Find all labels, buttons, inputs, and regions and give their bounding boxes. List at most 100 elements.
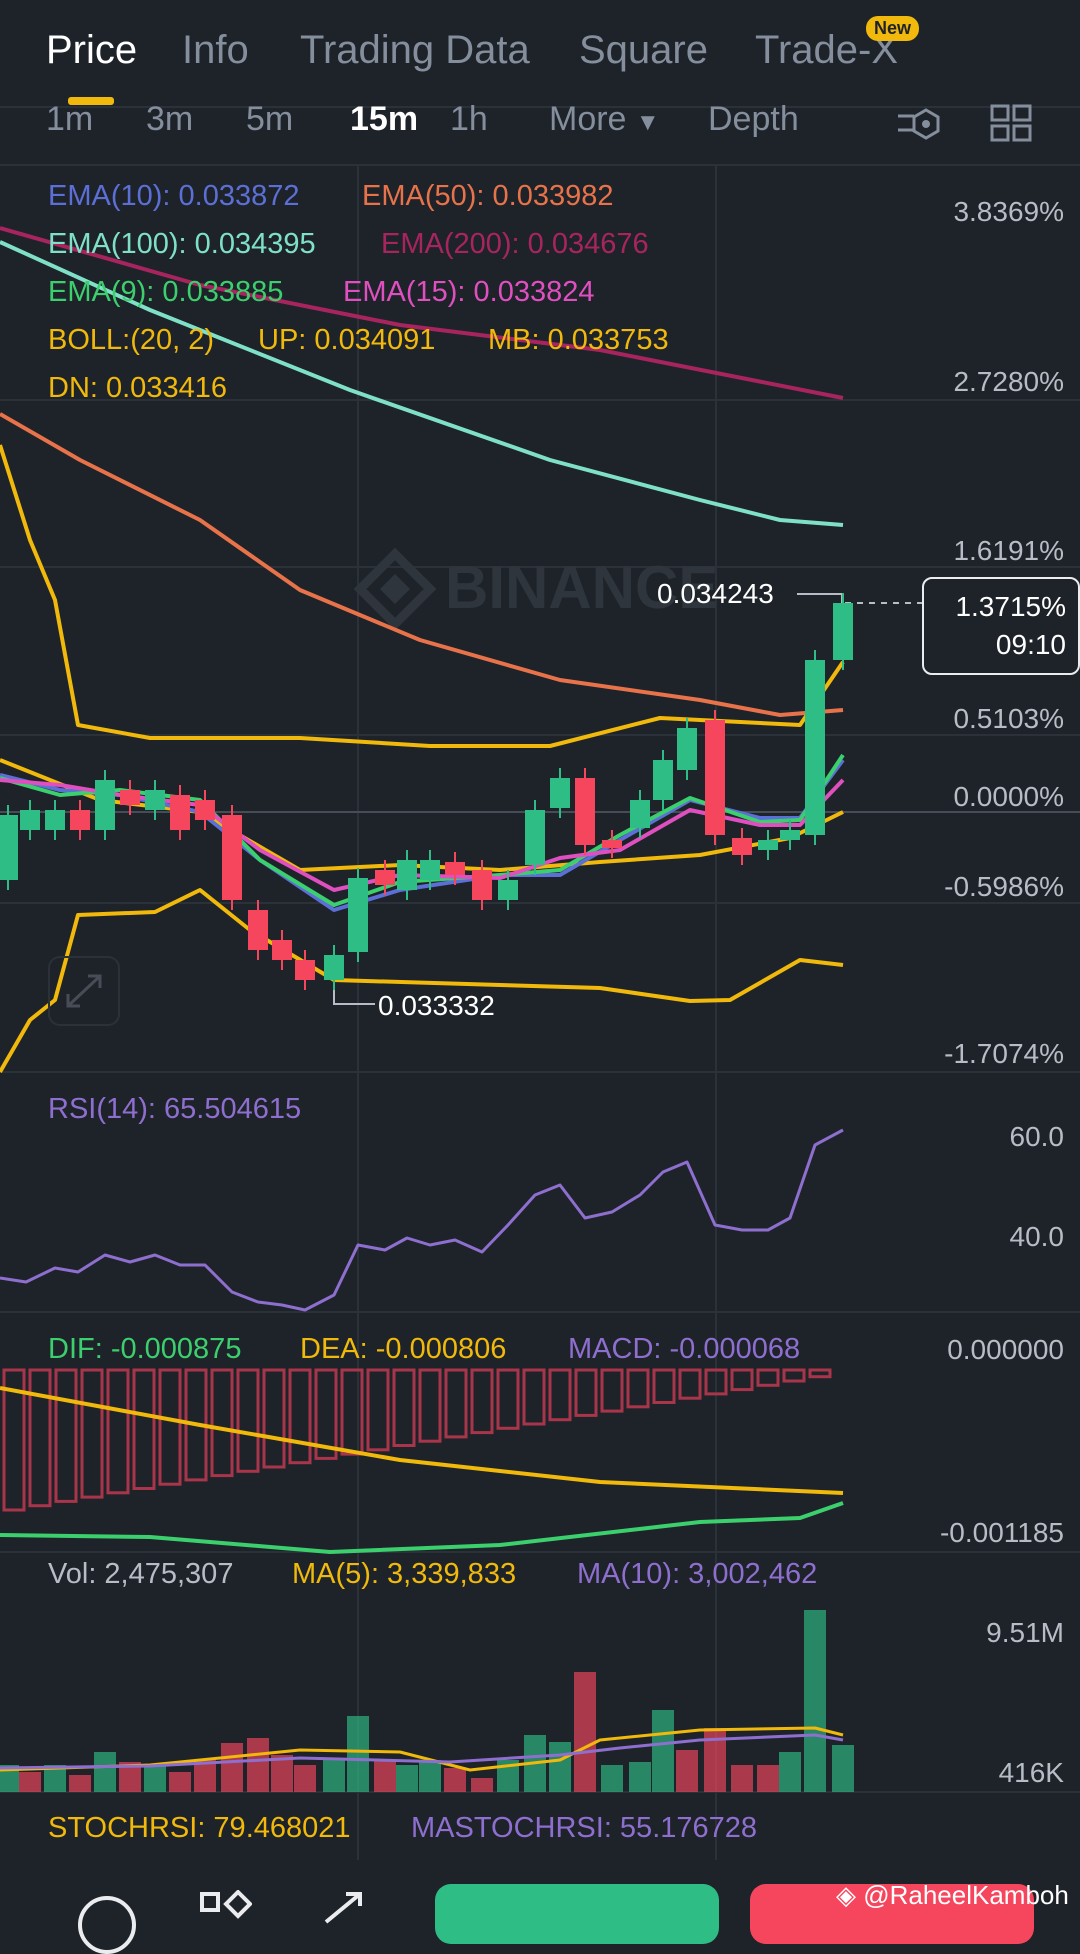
volume-label: Vol: 2,475,307 <box>48 1558 234 1590</box>
volume-ma10-label: MA(10): 3,002,462 <box>577 1558 818 1590</box>
volume-bar <box>804 1610 826 1792</box>
candle-body <box>833 603 853 660</box>
mastochrsi-label: MASTOCHRSI: 55.176728 <box>411 1812 758 1844</box>
candle-body <box>758 840 778 850</box>
candle-body <box>472 870 492 900</box>
volume-bar <box>94 1752 116 1792</box>
macd-bar <box>28 1368 52 1508</box>
candle-body <box>95 780 115 830</box>
candle-body <box>602 840 622 848</box>
boll-dn-label: DN: 0.033416 <box>48 372 227 404</box>
timeframe-more[interactable]: More ▼ <box>549 100 660 139</box>
volume-bar <box>757 1765 779 1792</box>
volume-ma5-line <box>0 1726 844 1772</box>
tab-price[interactable]: Price <box>46 28 138 72</box>
more-options-icon[interactable] <box>78 1896 136 1954</box>
grid-layout-icon[interactable] <box>990 104 1032 142</box>
volume-bar <box>0 1765 19 1792</box>
volume-bar <box>221 1743 243 1792</box>
macd-bar <box>210 1368 234 1478</box>
volume-bar <box>119 1762 141 1792</box>
volume-bar <box>832 1745 854 1792</box>
tab-square[interactable]: Square <box>579 28 708 72</box>
volume-ma5-label: MA(5): 3,339,833 <box>292 1558 517 1590</box>
candle-body <box>677 728 697 770</box>
ema50-line <box>0 412 844 717</box>
macd-bar <box>132 1368 156 1490</box>
timeframe-1h[interactable]: 1h <box>450 100 488 138</box>
timeframe-5m[interactable]: 5m <box>246 100 294 138</box>
buy-button[interactable] <box>435 1884 719 1944</box>
macd-bar <box>470 1368 494 1435</box>
volume-axis-label: 416K <box>998 1757 1064 1788</box>
candle-body <box>420 860 440 880</box>
macd-bar <box>730 1368 754 1392</box>
chart-settings-icon[interactable] <box>896 106 942 142</box>
volume-bar <box>144 1765 166 1792</box>
timeframe-1m[interactable]: 1m <box>46 100 94 138</box>
macd-bar <box>340 1368 364 1456</box>
ema10-label: EMA(10): 0.033872 <box>48 180 300 212</box>
ema100-line <box>0 240 844 527</box>
volume-bar <box>676 1750 698 1792</box>
timeframe-3m[interactable]: 3m <box>146 100 194 138</box>
macd-bar <box>678 1368 702 1400</box>
price-axis-label: 0.5103% <box>953 703 1064 734</box>
ema50-label: EMA(50): 0.033982 <box>362 180 614 212</box>
candle-body <box>45 810 65 830</box>
macd-bar <box>756 1368 780 1387</box>
volume-bar <box>271 1755 293 1792</box>
macd-bar <box>80 1368 104 1499</box>
macd-bar <box>600 1368 624 1413</box>
rsi-axis-label: 60.0 <box>1009 1121 1065 1152</box>
high-price-label: 0.034243 <box>657 578 774 609</box>
candle-body <box>272 940 292 960</box>
candle-body <box>445 862 465 875</box>
macd-bar <box>652 1368 676 1404</box>
candle-body <box>170 795 190 830</box>
macd-bar <box>808 1368 832 1379</box>
candle-body <box>20 810 40 830</box>
share-icon[interactable] <box>320 1888 372 1924</box>
top-tab-bar: Price Info Trading Data Square Trade-X N… <box>0 0 1080 105</box>
candle-body <box>653 760 673 800</box>
candle-body <box>0 815 18 880</box>
ema100-label: EMA(100): 0.034395 <box>48 228 316 260</box>
volume-bar <box>19 1772 41 1792</box>
volume-bar <box>497 1760 519 1792</box>
price-axis-label: 2.7280% <box>953 366 1064 397</box>
volume-bar <box>323 1760 345 1792</box>
volume-bar <box>194 1760 216 1792</box>
volume-bar <box>419 1760 441 1792</box>
candle-body <box>397 860 417 890</box>
candle-body <box>550 778 570 808</box>
macd-bar <box>54 1368 78 1503</box>
rsi-label: RSI(14): 65.504615 <box>48 1093 302 1125</box>
candle-body <box>145 790 165 810</box>
binance-logo-icon: ◈ <box>836 1880 864 1910</box>
tab-info[interactable]: Info <box>182 28 249 72</box>
price-axis-label: 3.8369% <box>953 196 1064 227</box>
current-price-box[interactable]: 1.3715% 09:10 <box>922 577 1080 675</box>
binance-watermark: BINANCE <box>353 547 718 631</box>
widgets-icon[interactable] <box>200 1890 252 1926</box>
volume-bar <box>601 1765 623 1792</box>
expand-icon <box>66 974 102 1008</box>
boll-label: BOLL:(20, 2) <box>48 324 215 356</box>
macd-bar <box>444 1368 468 1439</box>
candle-body <box>248 910 268 950</box>
volume-axis-label: 9.51M <box>986 1617 1064 1648</box>
volume-bar <box>704 1728 726 1792</box>
timeframe-15m[interactable]: 15m <box>350 100 419 138</box>
candle-body <box>705 720 725 835</box>
macd-bar <box>626 1368 650 1409</box>
rsi-axis-label: 40.0 <box>1009 1221 1065 1252</box>
timeframe-depth[interactable]: Depth <box>708 100 799 138</box>
macd-dea-line <box>0 1386 844 1495</box>
watermark-text: BINANCE <box>445 554 718 621</box>
volume-bar <box>69 1775 91 1792</box>
expand-chart-button[interactable] <box>48 956 120 1026</box>
tab-trading-data[interactable]: Trading Data <box>300 28 530 72</box>
macd-bar <box>106 1368 130 1495</box>
